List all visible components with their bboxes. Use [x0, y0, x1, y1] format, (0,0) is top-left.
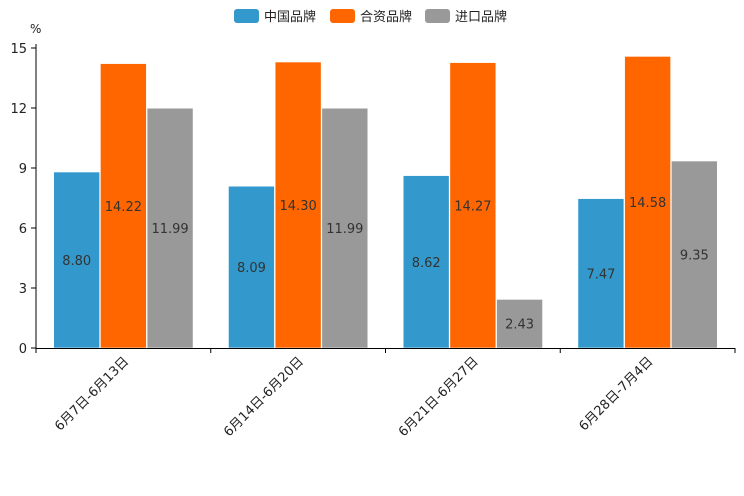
- legend-label-1: 合资品牌: [360, 9, 412, 25]
- legend-label-2: 进口品牌: [455, 9, 507, 25]
- x-tick-label: 6月21日-6月27日: [396, 354, 482, 440]
- data-label-s2-c1: 11.99: [326, 222, 363, 237]
- data-label-s1-c2: 14.27: [454, 199, 491, 214]
- y-tick-label: 6: [19, 222, 27, 237]
- data-label-s1-c1: 14.30: [280, 199, 317, 214]
- legend-label-0: 中国品牌: [264, 9, 316, 25]
- data-label-s1-c0: 14.22: [105, 200, 142, 215]
- data-label-s2-c0: 11.99: [151, 222, 188, 237]
- y-axis-unit-label: %: [30, 22, 41, 36]
- bars: [53, 56, 718, 349]
- bar-s1-c0: [100, 63, 147, 349]
- data-label-s0-c3: 7.47: [586, 267, 615, 282]
- bar-s2-c3: [671, 160, 718, 349]
- bar-s0-c0: [53, 171, 100, 349]
- bar-s2-c0: [146, 107, 194, 349]
- legend-swatch-1: [330, 9, 355, 23]
- data-label-s0-c1: 8.09: [237, 261, 266, 276]
- bar-s1-c1: [274, 61, 322, 349]
- bar-s1-c3: [624, 56, 671, 349]
- bar-s0-c3: [577, 198, 625, 349]
- data-label-s2-c3: 9.35: [680, 249, 709, 264]
- y-tick-label: 9: [19, 162, 27, 177]
- y-tick-label: 12: [10, 102, 27, 117]
- data-label-s2-c2: 2.43: [505, 318, 534, 333]
- legend-swatch-0: [234, 9, 259, 23]
- bar-s2-c1: [321, 107, 369, 349]
- data-label-s0-c0: 8.80: [62, 254, 91, 269]
- legend-swatch-2: [425, 9, 450, 23]
- legend: 中国品牌 合资品牌 进口品牌: [234, 9, 507, 25]
- x-tick-label: 6月28日-7月4日: [577, 354, 657, 434]
- bar-s0-c1: [228, 185, 275, 349]
- y-tick-label: 0: [19, 342, 27, 357]
- y-tick-label: 3: [19, 282, 27, 297]
- data-label-s1-c3: 14.58: [629, 196, 666, 211]
- data-label-s0-c2: 8.62: [412, 256, 441, 271]
- y-tick-label: 15: [10, 42, 27, 57]
- x-tick-label: 6月14日-6月20日: [221, 354, 307, 440]
- bar-s1-c2: [449, 62, 497, 349]
- x-tick-label: 6月7日-6月13日: [52, 354, 132, 434]
- data-labels: 8.80 14.22 11.99 8.09 14.30 11.99 8.62 14.27 2.4…: [62, 196, 709, 333]
